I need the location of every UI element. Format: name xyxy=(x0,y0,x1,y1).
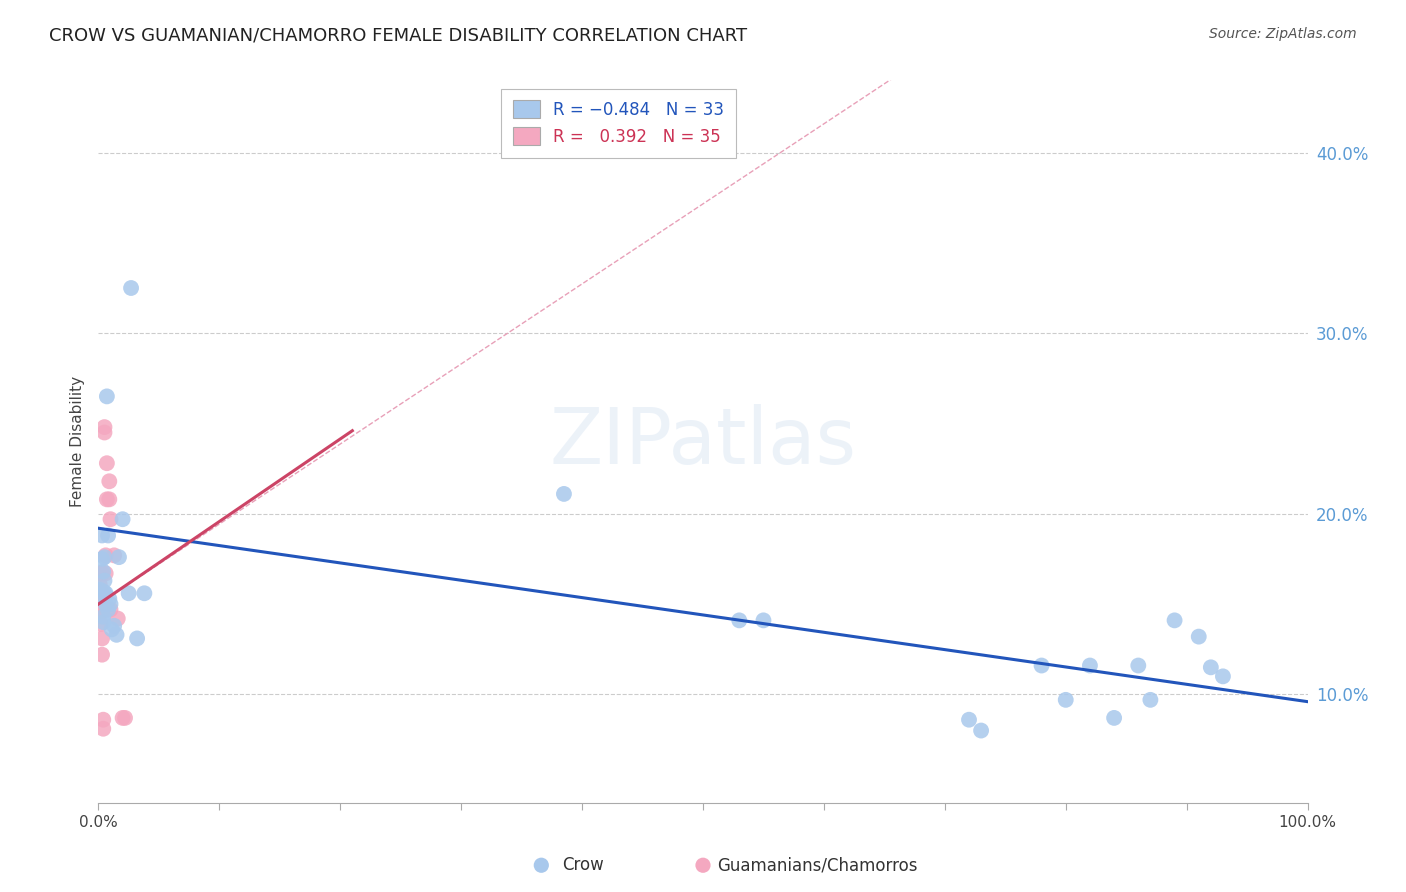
Point xyxy=(1199,660,1222,674)
Point xyxy=(89,586,111,600)
Point xyxy=(114,711,136,725)
Point xyxy=(91,565,114,579)
Point xyxy=(94,549,117,563)
Point xyxy=(100,623,122,637)
Point xyxy=(1188,630,1211,644)
Point xyxy=(91,722,114,736)
Point xyxy=(692,858,714,872)
Point xyxy=(97,602,120,616)
Point xyxy=(134,586,156,600)
Point xyxy=(90,604,112,618)
Point xyxy=(553,487,575,501)
Point xyxy=(1128,658,1150,673)
Point xyxy=(98,591,121,606)
Point xyxy=(91,648,114,662)
Point xyxy=(100,597,122,611)
Point xyxy=(970,723,993,738)
Point xyxy=(108,550,131,565)
Point xyxy=(93,550,115,565)
Point xyxy=(90,566,112,581)
Point xyxy=(89,582,111,597)
Point xyxy=(118,586,141,600)
Point xyxy=(94,566,117,581)
Point xyxy=(1078,658,1101,673)
Point xyxy=(97,528,120,542)
Point xyxy=(1031,658,1053,673)
Point xyxy=(111,512,134,526)
Point xyxy=(93,420,115,434)
Point xyxy=(89,599,111,613)
Point xyxy=(1102,711,1125,725)
Y-axis label: Female Disability: Female Disability xyxy=(69,376,84,508)
Point xyxy=(728,613,751,627)
Point xyxy=(91,609,114,624)
Point xyxy=(111,711,134,725)
Point xyxy=(107,611,129,625)
Point xyxy=(93,574,115,588)
Point xyxy=(94,597,117,611)
Point xyxy=(100,512,122,526)
Point xyxy=(89,577,111,591)
Point xyxy=(94,586,117,600)
Text: CROW VS GUAMANIAN/CHAMORRO FEMALE DISABILITY CORRELATION CHART: CROW VS GUAMANIAN/CHAMORRO FEMALE DISABI… xyxy=(49,27,748,45)
Point xyxy=(120,281,142,295)
Point xyxy=(96,389,118,403)
Point xyxy=(91,566,114,581)
Legend: R = −0.484   N = 33, R =   0.392   N = 35: R = −0.484 N = 33, R = 0.392 N = 35 xyxy=(501,88,735,158)
Text: Guamanians/Chamorros: Guamanians/Chamorros xyxy=(717,856,918,874)
Point xyxy=(90,584,112,599)
Point xyxy=(90,617,112,632)
Point xyxy=(91,586,114,600)
Point xyxy=(91,713,114,727)
Point xyxy=(89,604,111,618)
Point xyxy=(91,604,114,618)
Point xyxy=(98,492,121,507)
Point xyxy=(103,549,125,563)
Point xyxy=(91,528,114,542)
Point xyxy=(530,858,553,872)
Point xyxy=(89,588,111,602)
Point xyxy=(957,713,980,727)
Point xyxy=(98,475,121,489)
Point xyxy=(100,602,122,616)
Text: Source: ZipAtlas.com: Source: ZipAtlas.com xyxy=(1209,27,1357,41)
Point xyxy=(96,456,118,470)
Point xyxy=(127,632,149,646)
Point xyxy=(91,584,114,599)
Point xyxy=(91,552,114,566)
Point xyxy=(91,632,114,646)
Point xyxy=(91,591,114,606)
Point xyxy=(1163,613,1185,627)
Text: Crow: Crow xyxy=(562,856,605,874)
Point xyxy=(1139,693,1161,707)
Point xyxy=(93,586,115,600)
Point xyxy=(752,613,775,627)
Point xyxy=(1212,669,1234,683)
Point xyxy=(103,619,125,633)
Point xyxy=(91,615,114,630)
Text: ZIPatlas: ZIPatlas xyxy=(550,403,856,480)
Point xyxy=(1054,693,1077,707)
Point xyxy=(105,628,128,642)
Point xyxy=(93,425,115,440)
Point xyxy=(96,492,118,507)
